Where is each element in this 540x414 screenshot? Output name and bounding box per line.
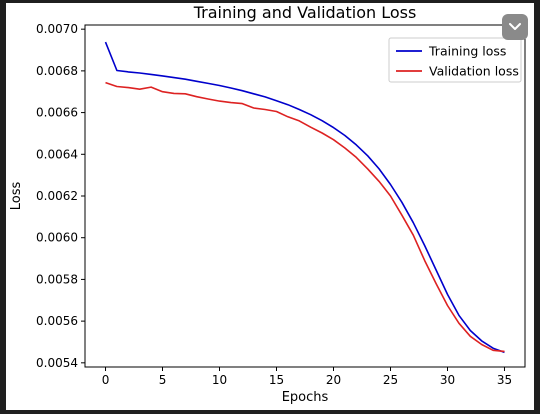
x-tick-label: 15 (269, 373, 284, 387)
x-tick-label: 20 (326, 373, 341, 387)
training-loss-line (104, 41, 505, 354)
x-tick-label: 0 (102, 373, 110, 387)
y-tick-label: 0.0058 (36, 272, 78, 286)
y-tick-label: 0.0064 (36, 147, 78, 161)
x-tick-label: 10 (212, 373, 227, 387)
loss-chart: Training and Validation Loss Epochs Loss… (9, 3, 526, 405)
y-axis-ticks: 0.0054 0.0056 0.0058 0.0060 0.0062 0.0064 0.00… (36, 22, 85, 370)
chart-frame: Training and Validation Loss Epochs Loss… (6, 3, 534, 410)
x-tick-label: 30 (440, 373, 455, 387)
series-lines (104, 41, 505, 354)
y-tick-label: 0.0062 (36, 189, 78, 203)
chart-title: Training and Validation Loss (193, 3, 417, 22)
y-tick-label: 0.0060 (36, 231, 78, 245)
chevron-down-icon (509, 23, 521, 30)
x-axis-ticks: 0 5 10 15 20 25 30 35 (102, 367, 512, 387)
legend-label: Training loss (428, 44, 506, 59)
x-tick-label: 5 (159, 373, 167, 387)
y-tick-label: 0.0056 (36, 314, 78, 328)
x-axis-label: Epochs (282, 390, 329, 405)
x-tick-label: 35 (497, 373, 512, 387)
validation-loss-line (105, 81, 505, 353)
x-tick-label: 25 (383, 373, 398, 387)
collapse-button[interactable] (502, 14, 528, 40)
legend: Training loss Validation loss (388, 37, 522, 83)
y-tick-label: 0.0070 (36, 22, 78, 36)
y-tick-label: 0.0054 (36, 356, 78, 370)
y-tick-label: 0.0068 (36, 64, 78, 78)
legend-label: Validation loss (429, 64, 519, 79)
y-axis-label: Loss (9, 182, 24, 211)
y-tick-label: 0.0066 (36, 106, 78, 120)
